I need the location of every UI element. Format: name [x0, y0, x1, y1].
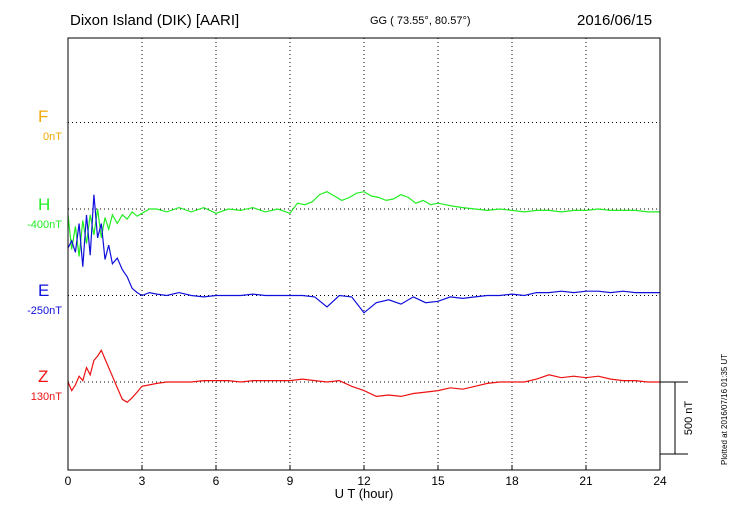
channel-z-offset: 130nT	[30, 391, 62, 403]
channel-e-offset: -250nT	[27, 305, 62, 317]
chart-date: 2016/06/15	[577, 12, 653, 29]
x-axis-label: U T (hour)	[335, 486, 394, 501]
station-title: Dixon Island (DIK) [AARI]	[70, 12, 240, 29]
series-layer	[67, 191, 660, 403]
channel-h-offset: -400nT	[27, 219, 62, 231]
x-tick-layer: 0 3 6 9 12 15 18 21 24 U T (hour)	[65, 465, 667, 501]
series-line-h	[67, 191, 660, 257]
x-tick-label: 9	[287, 474, 294, 488]
x-tick-label: 0	[65, 474, 72, 488]
geographic-coordinates: GG ( 73.55°, 80.57°)	[370, 15, 471, 27]
channel-f-name: F	[38, 107, 49, 126]
channel-e-name: E	[38, 281, 50, 300]
x-tick-label: 6	[213, 474, 220, 488]
channel-h-name: H	[38, 195, 51, 214]
x-tick-label: 12	[357, 474, 371, 488]
channel-f-offset: 0nT	[43, 131, 62, 143]
grid-layer	[68, 38, 660, 470]
x-tick-label: 15	[431, 474, 445, 488]
x-tick-label: 3	[139, 474, 146, 488]
x-tick-label: 21	[579, 474, 593, 488]
series-line-e	[67, 194, 660, 314]
channel-z-name: Z	[38, 367, 49, 386]
scale-bar: 500 nT	[660, 381, 695, 455]
x-tick-label: 18	[505, 474, 519, 488]
x-tick-label: 24	[653, 474, 667, 488]
plotted-timestamp: Plotted at 2016/07/16 01:35 UT	[720, 353, 729, 465]
scale-bar-label: 500 nT	[683, 401, 695, 436]
series-line-z	[67, 349, 660, 403]
